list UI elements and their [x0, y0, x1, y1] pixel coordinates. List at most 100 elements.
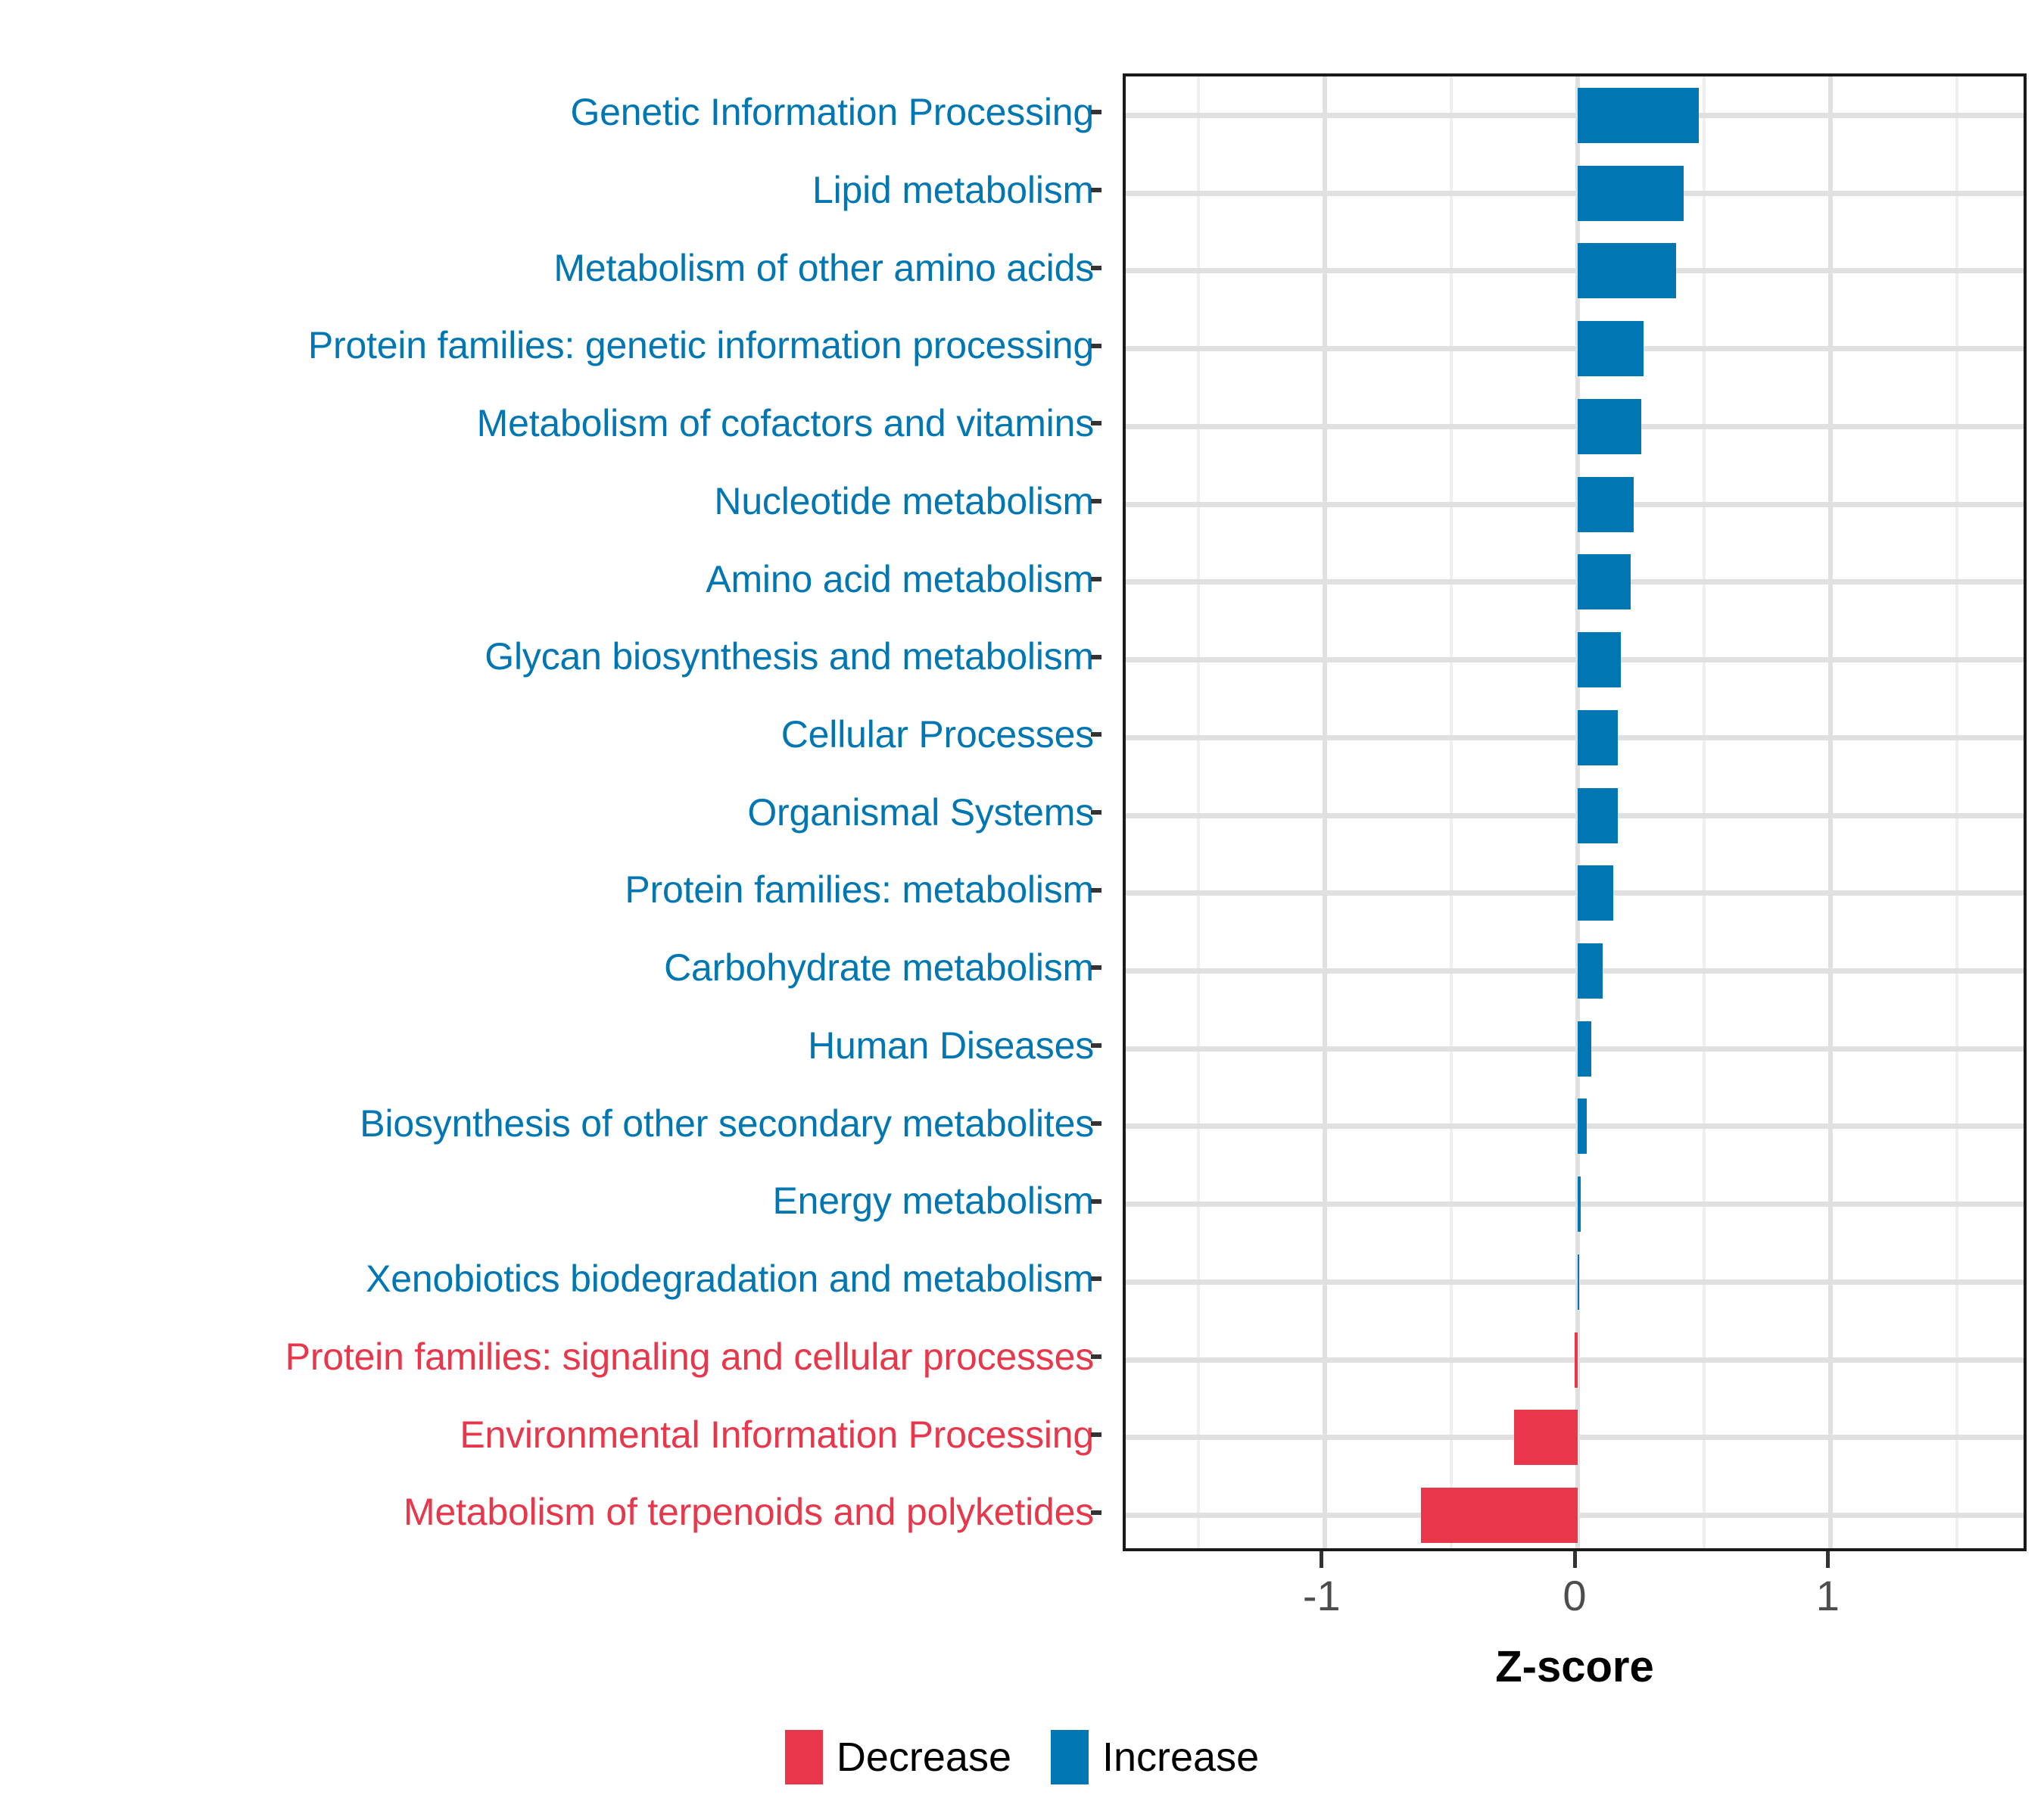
horizontal-gridline — [1126, 112, 2024, 118]
bar[interactable] — [1578, 709, 1619, 765]
vertical-gridline-minor — [1196, 76, 1200, 1548]
category-tick-mark — [1091, 809, 1101, 815]
category-label-row: Metabolism of other amino acids — [0, 229, 1101, 307]
category-label-row: Environmental Information Processing — [0, 1396, 1101, 1474]
category-label-row: Nucleotide metabolism — [0, 463, 1101, 541]
horizontal-gridline — [1126, 1201, 2024, 1208]
horizontal-gridline — [1126, 423, 2024, 429]
horizontal-gridline — [1126, 501, 2024, 507]
vertical-gridline — [1322, 76, 1327, 1548]
x-tick-mark — [1320, 1551, 1324, 1568]
bar[interactable] — [1578, 1099, 1587, 1155]
bar[interactable] — [1578, 943, 1603, 999]
x-axis-title: Z-score — [1495, 1642, 1654, 1691]
horizontal-gridline — [1126, 890, 2024, 896]
category-label-row: Metabolism of terpenoids and polyketides — [0, 1473, 1101, 1551]
category-tick-mark — [1091, 732, 1101, 737]
category-label: Protein families: signaling and cellular… — [285, 1335, 1095, 1378]
category-label: Human Diseases — [808, 1024, 1094, 1067]
bar[interactable] — [1578, 398, 1641, 454]
x-tick-mark — [1825, 1551, 1830, 1568]
category-tick-mark — [1091, 887, 1101, 893]
x-tick-label: 0 — [1563, 1572, 1587, 1619]
category-label: Metabolism of terpenoids and polyketides — [404, 1491, 1094, 1534]
bar[interactable] — [1578, 787, 1619, 843]
category-tick-mark — [1091, 1276, 1101, 1282]
legend-label: Decrease — [836, 1734, 1011, 1780]
category-label: Lipid metabolism — [812, 168, 1094, 211]
bar[interactable] — [1578, 476, 1634, 532]
category-tick-mark — [1091, 343, 1101, 348]
legend-swatch — [784, 1730, 823, 1784]
category-label-row: Protein families: genetic information pr… — [0, 307, 1101, 385]
x-tick-mark — [1572, 1551, 1577, 1568]
bar[interactable] — [1578, 1254, 1579, 1310]
bar[interactable] — [1420, 1488, 1578, 1544]
category-tick-mark — [1091, 1198, 1101, 1204]
x-tick-label: -1 — [1302, 1572, 1341, 1619]
category-label: Genetic Information Processing — [570, 91, 1094, 134]
x-axis: -1 0 1 — [1123, 1551, 2027, 1650]
category-tick-mark — [1091, 1120, 1101, 1126]
horizontal-gridline — [1126, 268, 2024, 274]
category-label-row: Amino acid metabolism — [0, 540, 1101, 618]
legend-item-decrease[interactable]: Decrease — [784, 1730, 1011, 1784]
category-label: Glycan biosynthesis and metabolism — [485, 635, 1094, 678]
category-tick-mark — [1091, 265, 1101, 270]
category-label: Biosynthesis of other secondary metaboli… — [360, 1102, 1094, 1145]
category-label-row: Protein families: metabolism — [0, 851, 1101, 929]
horizontal-gridline — [1126, 346, 2024, 352]
bar[interactable] — [1578, 165, 1684, 221]
category-tick-mark — [1091, 1043, 1101, 1049]
horizontal-gridline — [1126, 968, 2024, 974]
category-tick-mark — [1091, 421, 1101, 426]
category-label: Protein families: genetic information pr… — [307, 324, 1094, 367]
category-label-row: Metabolism of cofactors and vitamins — [0, 385, 1101, 463]
category-axis-labels: Genetic Information Processing Lipid meta… — [0, 73, 1101, 1551]
legend: Decrease Increase — [0, 1730, 2044, 1784]
category-label-row: Cellular Processes — [0, 696, 1101, 774]
category-label-row: Biosynthesis of other secondary metaboli… — [0, 1085, 1101, 1163]
category-label: Nucleotide metabolism — [714, 479, 1094, 522]
bar[interactable] — [1578, 865, 1613, 921]
category-label-row: Lipid metabolism — [0, 151, 1101, 229]
horizontal-gridline — [1126, 1124, 2024, 1130]
category-label: Cellular Processes — [781, 713, 1094, 756]
bar[interactable] — [1574, 1332, 1578, 1388]
legend-label: Increase — [1101, 1734, 1260, 1780]
horizontal-gridline — [1126, 190, 2024, 196]
bar[interactable] — [1578, 632, 1621, 688]
category-label-row: Organismal Systems — [0, 774, 1101, 852]
category-tick-mark — [1091, 965, 1101, 971]
legend-swatch — [1050, 1730, 1089, 1784]
horizontal-gridline — [1126, 1046, 2024, 1052]
category-tick-mark — [1091, 1354, 1101, 1360]
bar[interactable] — [1578, 87, 1700, 143]
category-label-row: Protein families: signaling and cellular… — [0, 1318, 1101, 1396]
category-tick-mark — [1091, 1432, 1101, 1437]
category-label-row: Human Diseases — [0, 1007, 1101, 1085]
bar[interactable] — [1578, 1021, 1592, 1077]
vertical-gridline-minor — [1703, 76, 1706, 1548]
bar[interactable] — [1578, 1177, 1581, 1233]
horizontal-gridline — [1126, 734, 2024, 740]
category-label: Amino acid metabolism — [706, 557, 1094, 600]
category-label: Environmental Information Processing — [460, 1413, 1094, 1456]
category-label-row: Genetic Information Processing — [0, 73, 1101, 151]
category-tick-mark — [1091, 576, 1101, 581]
category-tick-mark — [1091, 110, 1101, 115]
x-tick-label: 1 — [1815, 1572, 1840, 1619]
vertical-gridline-minor — [1955, 76, 1959, 1548]
category-label-row: Glycan biosynthesis and metabolism — [0, 618, 1101, 696]
bar[interactable] — [1578, 321, 1644, 377]
category-label: Metabolism of cofactors and vitamins — [476, 402, 1095, 445]
bar[interactable] — [1578, 243, 1677, 299]
bar[interactable] — [1578, 554, 1631, 610]
plot-panel — [1123, 73, 2027, 1551]
legend-item-increase[interactable]: Increase — [1050, 1730, 1260, 1784]
vertical-gridline — [1828, 76, 1834, 1548]
category-label: Xenobiotics biodegradation and metabolis… — [366, 1258, 1094, 1301]
bar[interactable] — [1514, 1410, 1578, 1466]
category-label: Metabolism of other amino acids — [553, 246, 1094, 289]
